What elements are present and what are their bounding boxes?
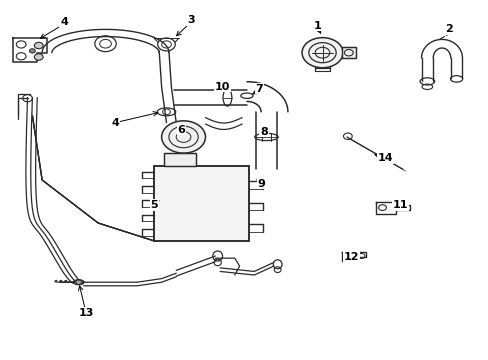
Bar [341, 47, 355, 58]
Bar [341, 47, 355, 58]
Circle shape [34, 54, 43, 60]
Circle shape [161, 121, 205, 153]
Text: 8: 8 [260, 127, 267, 136]
Text: 4: 4 [111, 118, 119, 128]
Text: 3: 3 [187, 15, 194, 26]
Bar [163, 153, 195, 166]
Circle shape [76, 280, 81, 284]
Bar [154, 166, 249, 241]
Text: 10: 10 [214, 82, 230, 92]
Text: 11: 11 [392, 200, 407, 210]
Text: 1: 1 [313, 21, 321, 31]
Text: 5: 5 [150, 200, 158, 210]
Circle shape [302, 38, 342, 68]
Text: 7: 7 [255, 84, 263, 94]
Text: 14: 14 [377, 153, 393, 163]
Text: 2: 2 [445, 24, 452, 35]
Polygon shape [341, 252, 366, 261]
Circle shape [34, 42, 43, 49]
Polygon shape [13, 39, 47, 62]
Text: 4: 4 [60, 17, 68, 27]
Text: 6: 6 [177, 125, 184, 135]
Text: 12: 12 [344, 252, 359, 262]
Text: 9: 9 [257, 179, 265, 189]
Bar [163, 153, 195, 166]
Bar [154, 166, 249, 241]
Circle shape [29, 49, 35, 53]
Text: 13: 13 [78, 308, 94, 318]
Polygon shape [375, 202, 409, 214]
